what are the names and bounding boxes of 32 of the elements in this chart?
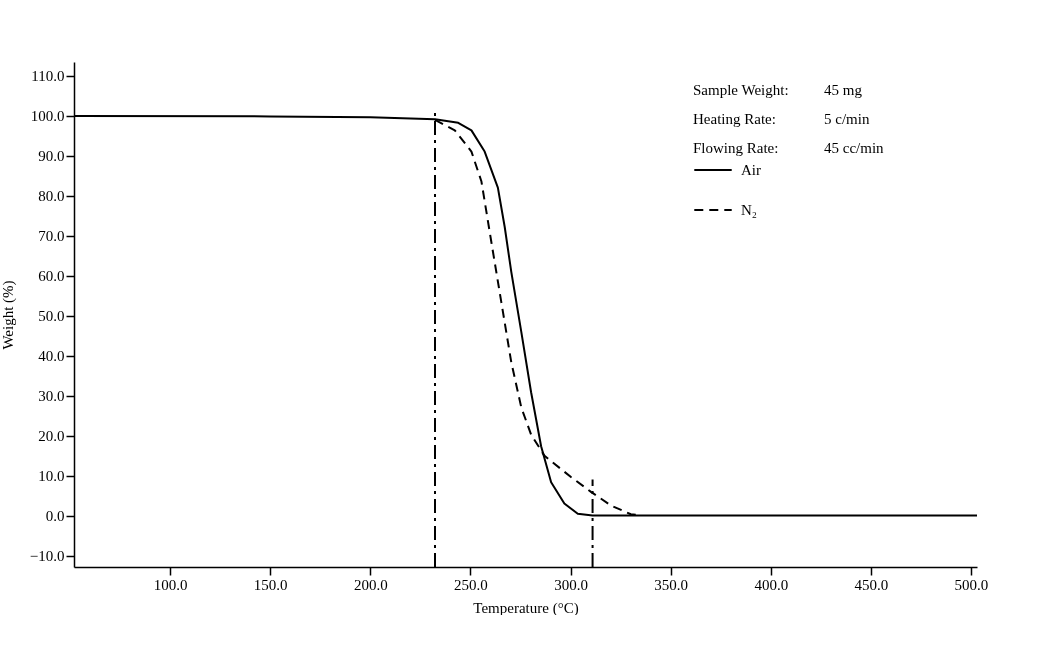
y-tick-label: 80.0 [38, 188, 65, 205]
x-axis-title: Temperature (°C) [473, 599, 579, 617]
y-tick-label: 60.0 [38, 268, 65, 285]
annotation: 45 cc/min [824, 140, 885, 156]
y-tick-label: 30.0 [38, 388, 65, 405]
annotation: Flowing Rate: [693, 140, 779, 156]
x-tick-label: 350.0 [654, 576, 689, 593]
y-tick-label: 110.0 [31, 68, 65, 85]
y-tick-label: 90.0 [38, 148, 65, 165]
x-tick-label: 200.0 [353, 576, 388, 593]
annotation: 5 c/min [824, 111, 870, 127]
annotation: Sample Weight: [693, 82, 789, 98]
x-tick-label: 400.0 [754, 576, 789, 593]
x-tick-label: 100.0 [153, 576, 188, 593]
x-tick-label: 250.0 [454, 576, 488, 593]
y-tick-label: 70.0 [38, 228, 65, 245]
x-tick-label: 500.0 [954, 576, 989, 593]
y-tick-label: 0.0 [45, 508, 65, 525]
y-tick-label: 40.0 [38, 348, 65, 365]
y-tick-label: 10.0 [38, 468, 65, 485]
x-tick-label: 450.0 [854, 576, 889, 593]
y-axis-title: Weight (%) [0, 280, 17, 350]
x-tick-label: 300.0 [554, 576, 588, 593]
y-tick-label: 20.0 [38, 428, 65, 445]
legend-label: N₂ [741, 202, 758, 218]
y-tick-label: 50.0 [38, 308, 65, 325]
x-tick-label: 150.0 [253, 576, 288, 593]
legend-label: Air [741, 162, 761, 178]
y-tick-label: 100.0 [30, 108, 65, 125]
y-tick-label: −10.0 [29, 548, 65, 565]
annotation: 45 mg [824, 82, 863, 98]
annotation: Heating Rate: [693, 111, 776, 127]
